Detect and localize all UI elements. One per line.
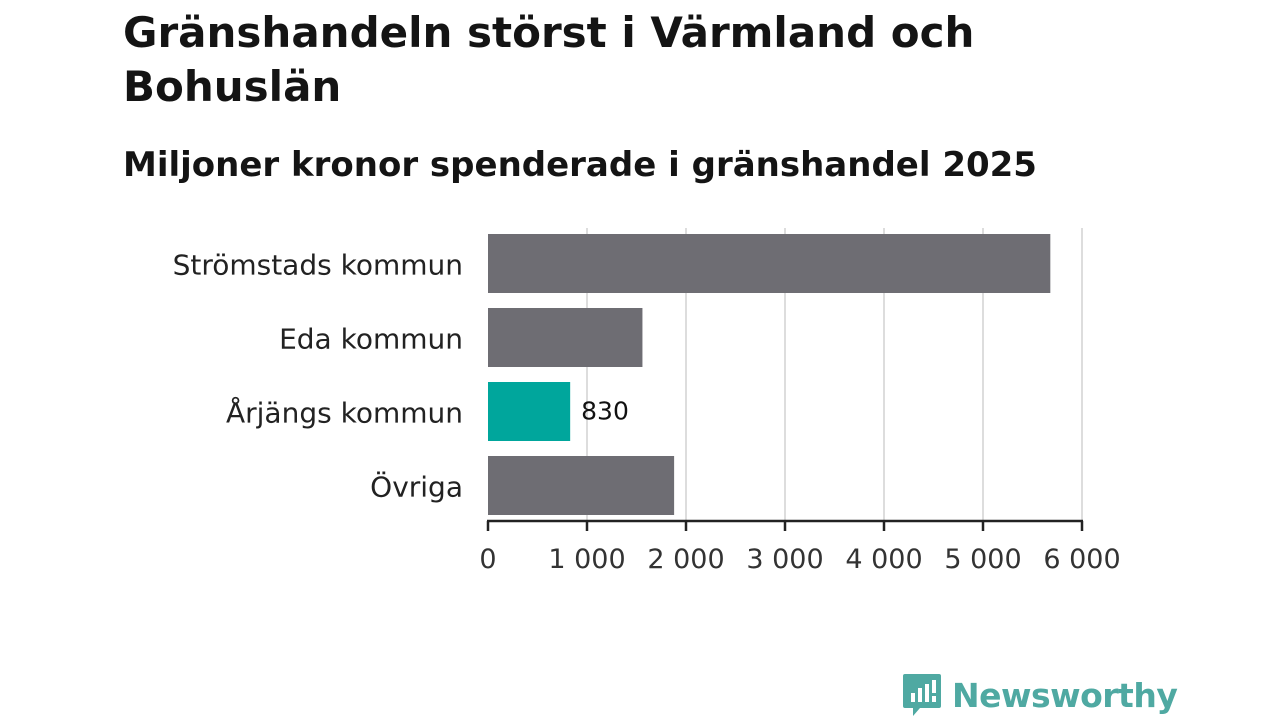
category-label: Strömstads kommun [173, 249, 463, 282]
brand-name: Newsworthy [952, 675, 1178, 715]
bar [488, 456, 675, 515]
x-tick-label: 0 [479, 544, 496, 575]
brand-logo: Newsworthy [902, 670, 1178, 720]
x-tick-label: 1 000 [548, 544, 625, 575]
x-tick-label: 2 000 [647, 544, 724, 575]
chart-title: Gränshandeln störst i Värmland och Bohus… [123, 8, 975, 111]
bar [488, 308, 643, 367]
x-tick-label: 3 000 [746, 544, 823, 575]
category-label: Eda kommun [279, 323, 463, 356]
x-tick-label: 4 000 [845, 544, 922, 575]
category-label: Årjängs kommun [226, 396, 463, 430]
data-label: 830 [581, 397, 629, 426]
chart-subtitle: Miljoner kronor spenderade i gränshandel… [123, 145, 1037, 185]
bar [488, 382, 571, 441]
newsworthy-logo-icon [903, 674, 941, 716]
category-label: Övriga [370, 470, 463, 504]
x-tick-label: 5 000 [944, 544, 1021, 575]
x-tick-label: 6 000 [1043, 544, 1120, 575]
bar [488, 234, 1051, 293]
